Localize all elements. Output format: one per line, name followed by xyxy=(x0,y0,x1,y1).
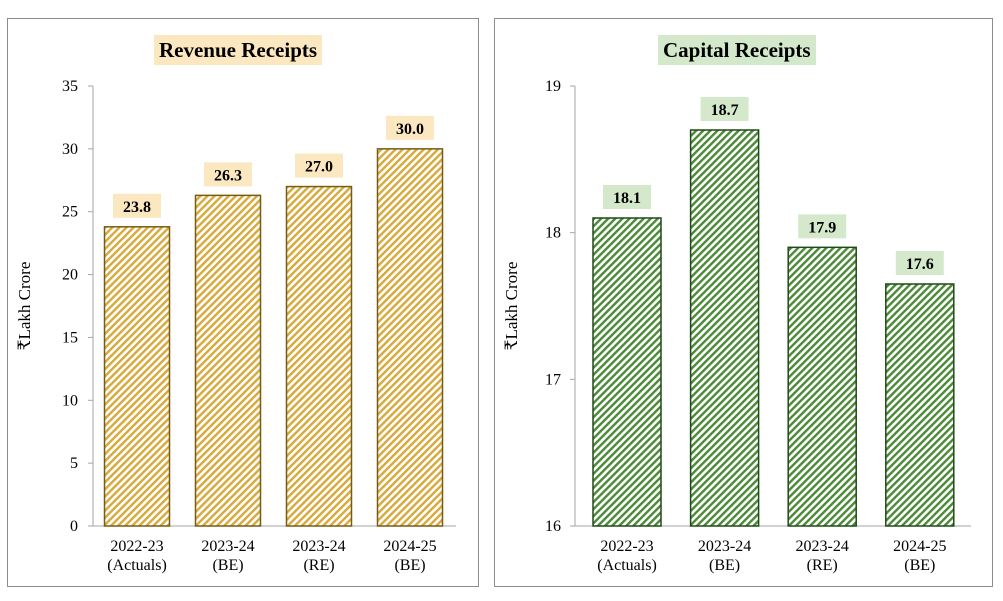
x-tick-label: (BE) xyxy=(212,557,243,574)
data-label-background xyxy=(204,162,252,187)
y-tick-label: 25 xyxy=(62,204,78,221)
y-tick-label: 5 xyxy=(70,455,78,472)
data-label-background xyxy=(113,193,161,218)
x-tick-label: 2023-24 xyxy=(292,538,345,555)
y-axis-label: ₹Lakh Crore xyxy=(502,262,521,351)
y-tick-label: 20 xyxy=(62,267,78,284)
x-tick-label: (RE) xyxy=(807,557,838,574)
bar xyxy=(592,217,662,527)
bar xyxy=(787,246,857,527)
revenue-receipts-chart-panel: Revenue Receipts 0 5 10 15 20 25 30 35 ₹Lakh Cro… xyxy=(7,18,479,587)
data-label: 27.0 xyxy=(305,159,333,176)
data-label-background xyxy=(603,185,651,209)
x-tick-label: (RE) xyxy=(303,557,334,574)
x-tick-label: 2023-24 xyxy=(201,538,254,555)
data-label-background xyxy=(895,251,944,275)
chart-title: Revenue Receipts xyxy=(154,35,323,65)
x-tick-label: (BE) xyxy=(904,557,935,574)
y-tick-label: 16 xyxy=(545,518,561,535)
x-tick-label: 2022-23 xyxy=(110,538,163,555)
capital-receipts-chart: 16 17 18 19 ₹Lakh Crore 18.1 2022-23 (Actuals) 1… xyxy=(502,78,971,574)
bar xyxy=(285,185,353,527)
data-label: 18.7 xyxy=(711,102,739,119)
data-label-background xyxy=(700,97,749,121)
bar xyxy=(689,129,760,527)
chart-title: Capital Receipts xyxy=(658,35,816,65)
data-label: 30.0 xyxy=(396,121,424,138)
y-tick-label: 18 xyxy=(545,225,561,242)
x-tick-label: 2024-25 xyxy=(893,538,946,555)
data-label-background xyxy=(798,214,847,239)
y-tick-label: 19 xyxy=(545,78,561,95)
bar xyxy=(103,226,171,527)
data-label: 17.6 xyxy=(906,256,934,273)
data-label: 18.1 xyxy=(613,190,641,207)
x-tick-label: 2023-24 xyxy=(698,538,751,555)
bar xyxy=(376,148,444,527)
x-tick-label: (BE) xyxy=(709,557,740,574)
x-tick-label: (Actuals) xyxy=(597,557,657,574)
y-tick-label: 30 xyxy=(62,141,78,158)
x-tick-label: 2023-24 xyxy=(796,538,849,555)
y-tick-label: 15 xyxy=(62,329,78,346)
data-label-background xyxy=(386,115,434,140)
capital-receipts-chart-panel: Capital Receipts 16 17 18 19 ₹Lakh Crore 18.1… xyxy=(494,18,993,587)
data-label-background xyxy=(295,153,343,178)
x-tick-label: 2024-25 xyxy=(383,538,436,555)
x-tick-label: (Actuals) xyxy=(107,557,167,574)
data-label: 17.9 xyxy=(808,219,836,236)
data-label: 26.3 xyxy=(214,167,242,184)
bar xyxy=(194,194,262,527)
y-tick-label: 10 xyxy=(62,392,78,409)
data-label: 23.8 xyxy=(123,199,151,216)
x-tick-label: 2022-23 xyxy=(600,538,653,555)
y-axis-label: ₹Lakh Crore xyxy=(15,262,34,351)
x-tick-label: (BE) xyxy=(394,557,425,574)
revenue-receipts-chart: 0 5 10 15 20 25 30 35 ₹Lakh Crore 23.8 2022-23 (Act… xyxy=(15,78,456,574)
bar xyxy=(885,283,955,527)
y-tick-label: 35 xyxy=(62,78,78,95)
y-tick-label: 17 xyxy=(545,371,561,388)
y-tick-label: 0 xyxy=(70,518,78,535)
